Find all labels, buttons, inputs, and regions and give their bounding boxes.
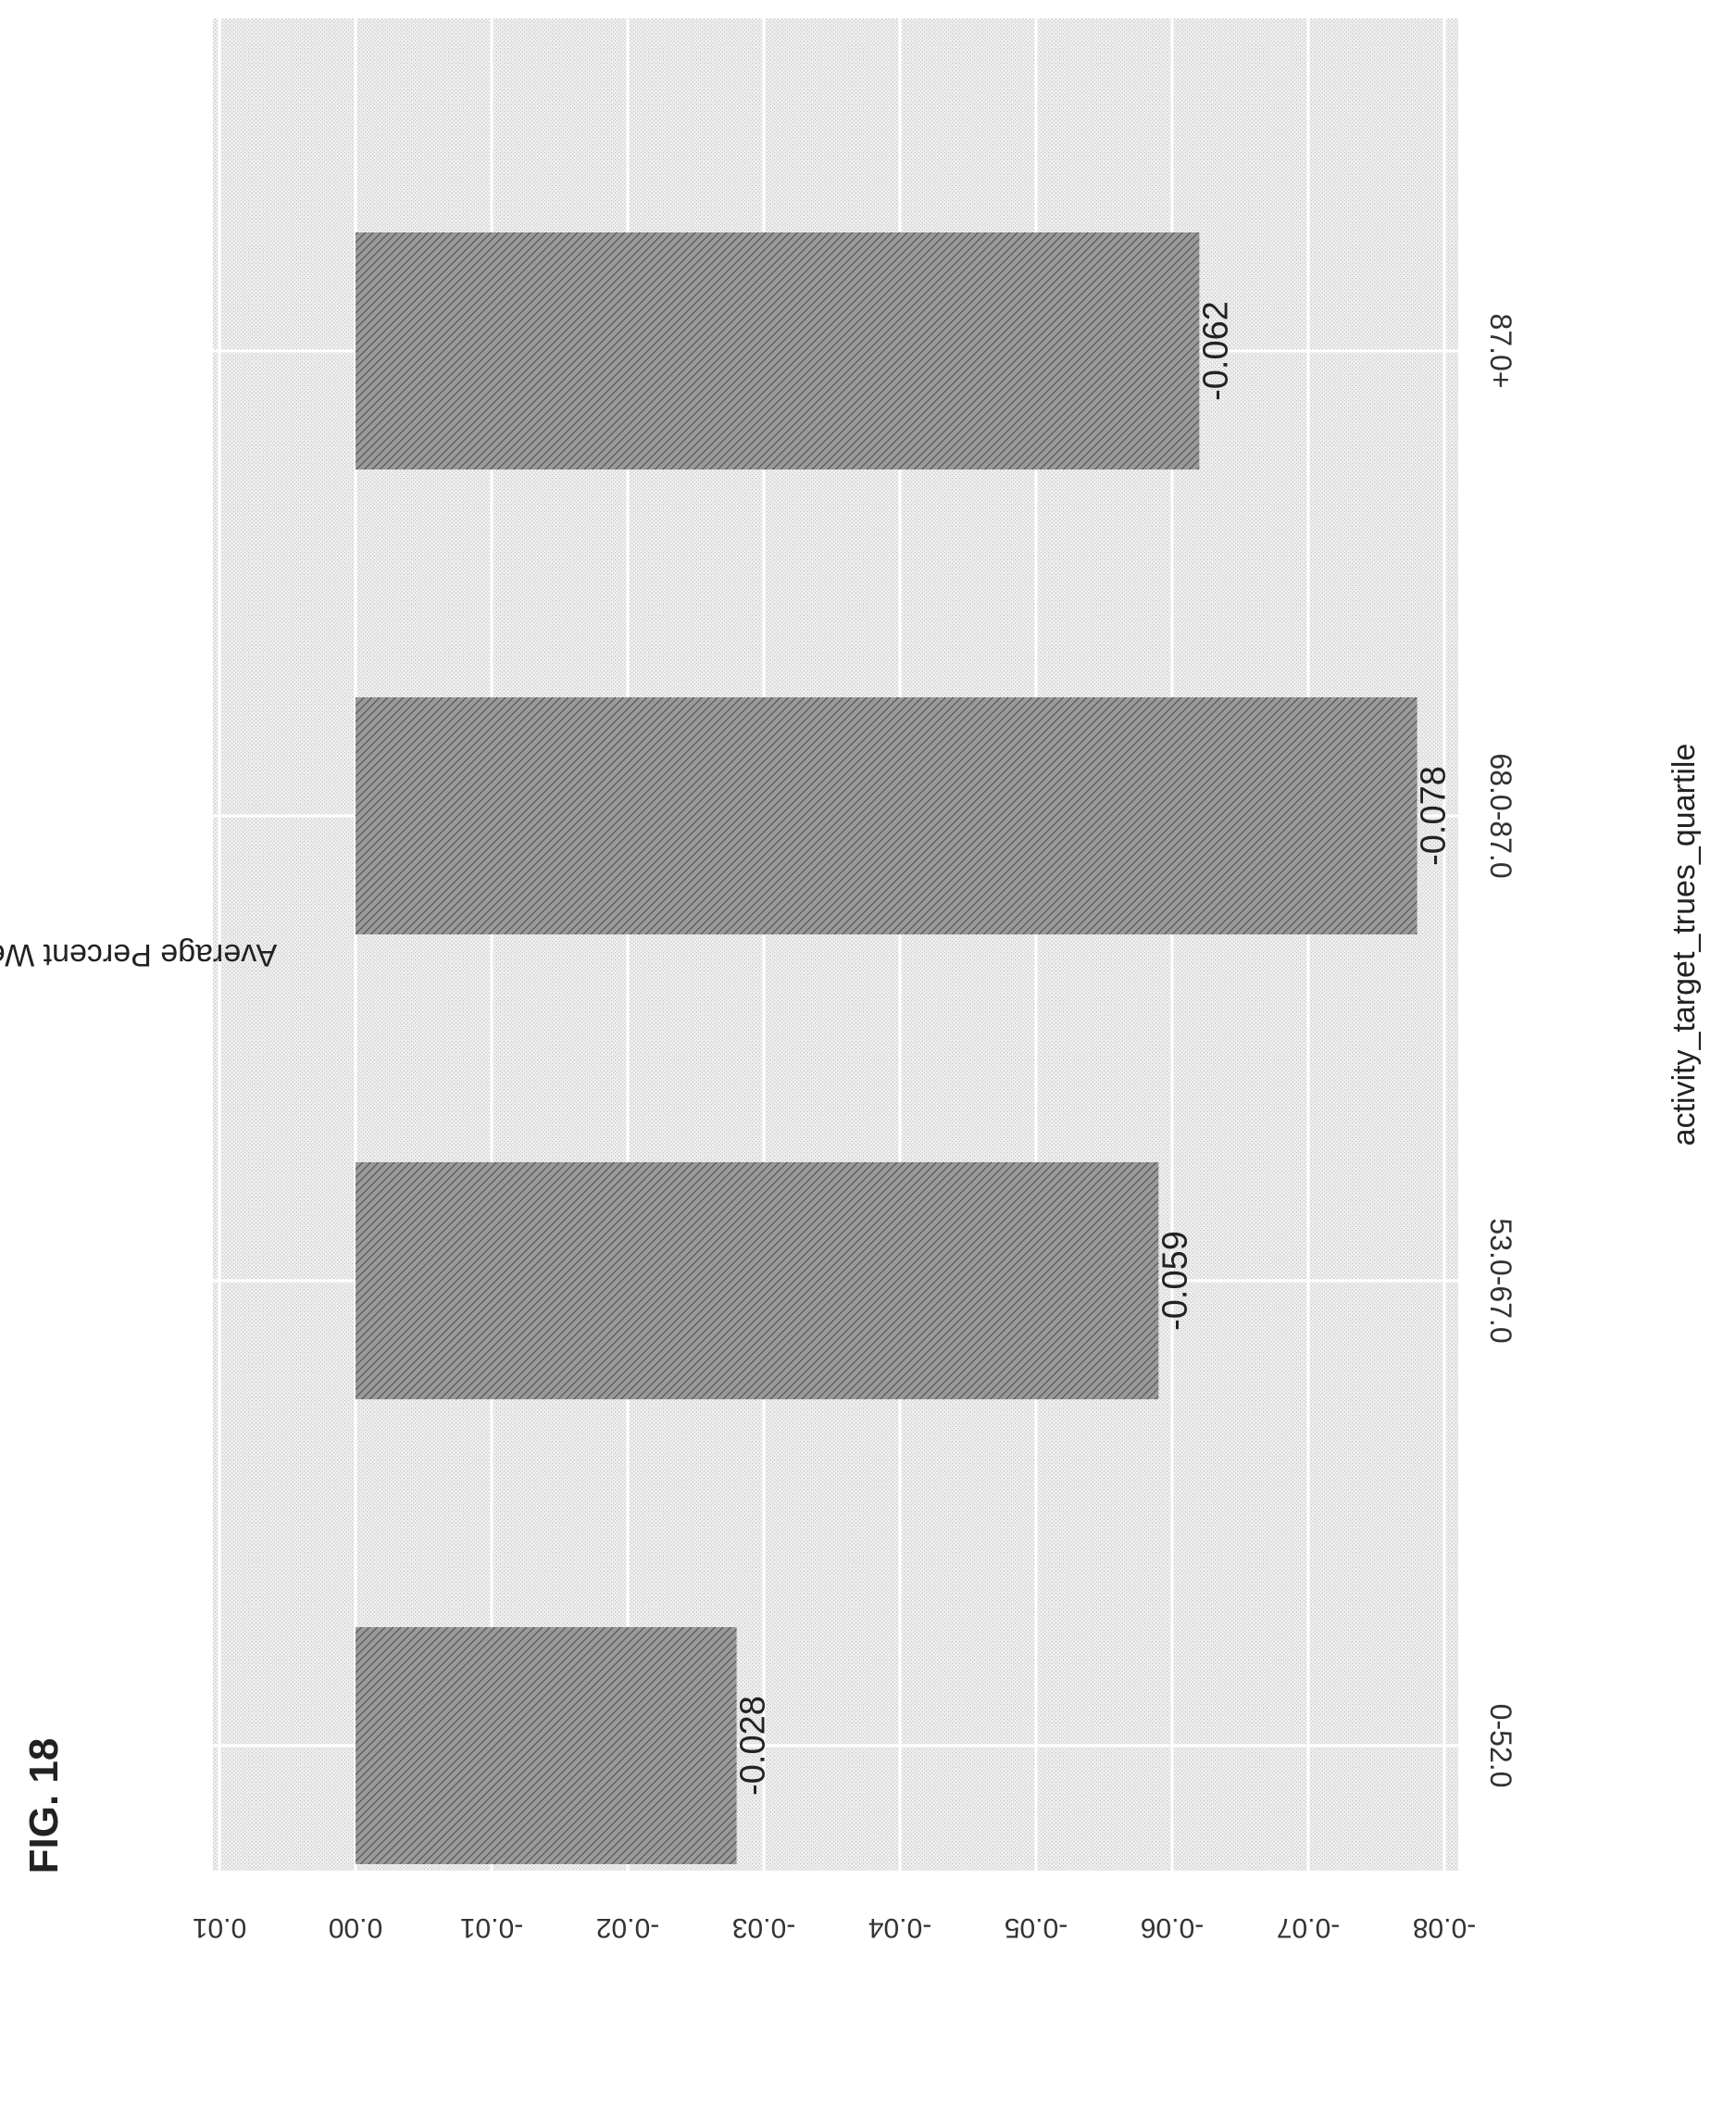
bar-value-label: -0.028	[734, 1696, 773, 1796]
y-tick-label: -0.04	[868, 1912, 931, 1943]
x-axis-title: activity_target_trues_quartile	[1667, 744, 1702, 1146]
bar	[356, 697, 1418, 934]
y-tick-label: -0.08	[1413, 1912, 1476, 1943]
y-tick-label: -0.05	[1005, 1912, 1068, 1943]
y-tick-label: -0.03	[732, 1912, 795, 1943]
bar-value-label: -0.062	[1196, 301, 1235, 401]
y-tick-label: -0.02	[596, 1912, 659, 1943]
bar-value-labels: -0.028 -0.059 -0.078 -0.062	[734, 301, 1454, 1796]
y-tick-label: -0.06	[1141, 1912, 1204, 1943]
y-axis-tick-labels: 0.01 0.00 -0.01 -0.02 -0.03 -0.04 -0.05 -0.06 -0…	[193, 1912, 1476, 1943]
bar	[356, 1162, 1159, 1399]
y-axis-title: Average Percent Weight Loss	[0, 937, 277, 972]
x-tick-label: 0-52.0	[1484, 1704, 1517, 1788]
figure-label: FIG. 18	[21, 1738, 67, 1874]
bars	[356, 232, 1418, 1864]
bar	[356, 232, 1200, 470]
y-tick-label: 0.01	[193, 1912, 246, 1943]
y-tick-label: 0.00	[329, 1912, 382, 1943]
y-tick-label: -0.01	[460, 1912, 523, 1943]
bar-value-label: -0.059	[1155, 1231, 1194, 1331]
x-tick-label: 87.0+	[1484, 314, 1517, 389]
x-axis-tick-labels: 0-52.0 53.0-67.0 68.0-87.0 87.0+	[1484, 314, 1517, 1788]
x-tick-label: 68.0-87.0	[1484, 753, 1517, 878]
bar	[356, 1627, 737, 1864]
y-tick-label: -0.07	[1277, 1912, 1340, 1943]
x-tick-label: 53.0-67.0	[1484, 1218, 1517, 1343]
bar-value-label: -0.078	[1415, 766, 1454, 866]
